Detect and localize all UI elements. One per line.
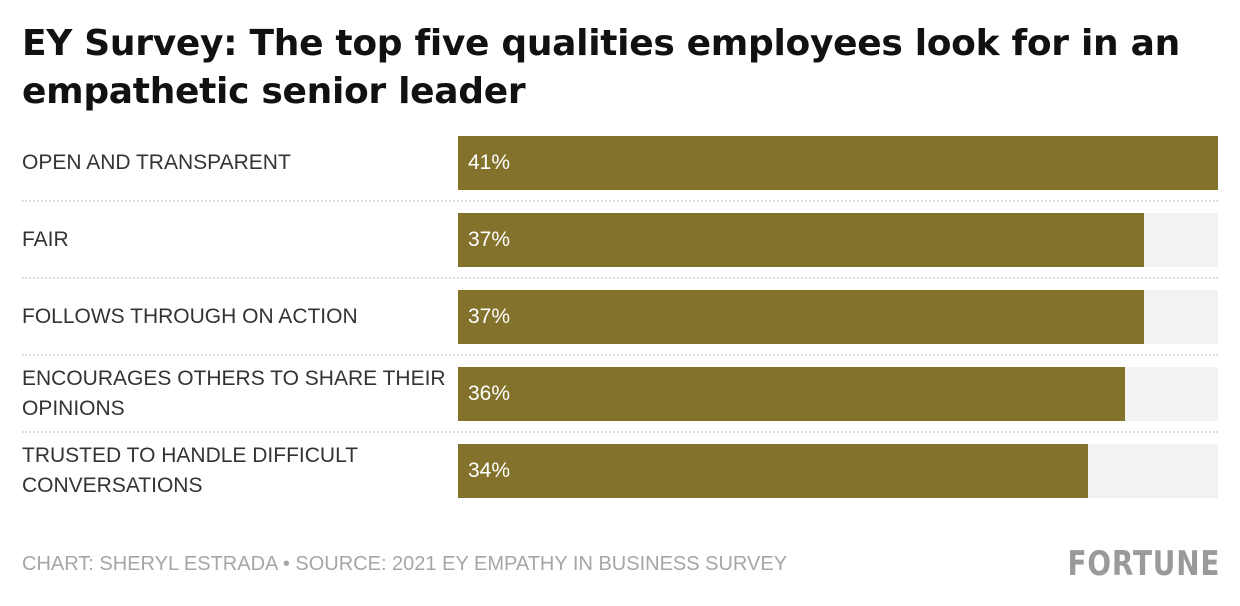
bar [458, 136, 1218, 190]
bar [458, 444, 1089, 498]
chart-title: EY Survey: The top five qualities employ… [22, 23, 1180, 112]
row-divider [22, 277, 1218, 279]
bar-track: 37% [458, 290, 1218, 344]
fortune-logo: FORTUNE [1067, 544, 1220, 584]
chart-source: CHART: SHERYL ESTRADA • SOURCE: 2021 EY … [22, 553, 788, 575]
bar [458, 213, 1144, 267]
bar-track: 36% [458, 367, 1218, 421]
bar-value-label: 34% [468, 459, 511, 482]
bar-track: 37% [458, 213, 1218, 267]
category-label: TRUSTED TO HANDLE DIFFICULT CONVERSATION… [22, 444, 358, 497]
row-divider [22, 354, 1218, 356]
bar-value-label: 36% [468, 382, 511, 405]
bar-track: 34% [458, 444, 1218, 498]
category-label: OPEN AND TRANSPARENT [22, 151, 291, 174]
row-divider [22, 200, 1218, 202]
row-divider [22, 431, 1218, 433]
bar [458, 367, 1126, 421]
category-label: ENCOURAGES OTHERS TO SHARE THEIR OPINION… [22, 367, 446, 420]
bar [458, 290, 1144, 344]
bar-track: 41% [458, 136, 1218, 190]
category-label: FAIR [22, 228, 69, 251]
bar-value-label: 37% [468, 228, 511, 251]
bar-value-label: 37% [468, 305, 511, 328]
category-label: FOLLOWS THROUGH ON ACTION [22, 305, 358, 328]
bar-value-label: 41% [468, 151, 511, 174]
